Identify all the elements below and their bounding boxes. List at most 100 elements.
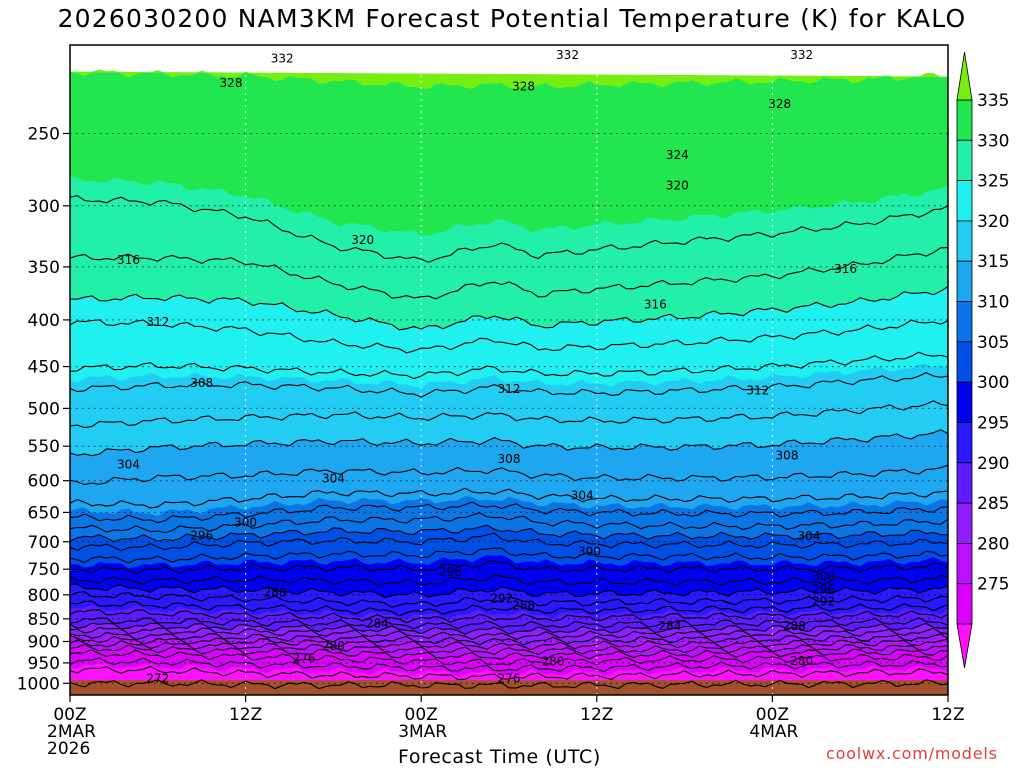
colorbar-box [956, 220, 973, 262]
isotherm-322 [69, 400, 949, 429]
colorbar-label: 290 [977, 454, 1009, 474]
chart-title: 2026030200 NAM3KM Forecast Potential Tem… [57, 4, 967, 33]
contour-label: 308 [498, 452, 521, 466]
contour-label: 304 [798, 529, 821, 543]
isotherm-310 [69, 524, 949, 543]
x-tick-label: 2026 [47, 739, 90, 759]
contour-label: 296 [190, 529, 213, 543]
colorbar-box [956, 99, 973, 141]
contour-label: 304 [322, 472, 345, 486]
contour-label: 300 [234, 516, 257, 530]
colorbar-label: 325 [977, 172, 1009, 192]
contour-label: 288 [783, 619, 806, 633]
contour-label: 292 [490, 592, 513, 606]
isotherm-316 [69, 487, 949, 509]
contour-label: 280 [541, 654, 564, 668]
contour-label: 292 [812, 595, 835, 609]
colorbar-box [956, 341, 973, 383]
isotherm-324 [69, 371, 949, 398]
isotherm-326 [69, 351, 949, 380]
x-tick-label: 3MAR [398, 722, 447, 742]
isotherm-272 [69, 678, 949, 690]
isotherms [69, 195, 949, 690]
contour-label: 280 [322, 639, 345, 653]
x-tick-label: 12Z [580, 705, 613, 725]
contour-label: 304 [117, 458, 140, 472]
contour-label: 332 [271, 52, 294, 66]
x-tick-label: 2MAR [47, 722, 96, 742]
y-tick-label: 400 [28, 311, 60, 331]
isotherm-304 [70, 560, 949, 575]
contour-label: 288 [512, 599, 535, 613]
colorbar-label: 330 [977, 131, 1009, 151]
y-tick-label: 800 [28, 586, 60, 606]
contour-label: 280 [790, 654, 813, 668]
colorbar-box [956, 139, 973, 182]
y-tick-label: 250 [28, 125, 60, 145]
contour-label: 276 [498, 672, 521, 686]
contour-label: 324 [666, 148, 689, 162]
colorbar-label: 305 [977, 333, 1009, 353]
colorbar-box [956, 301, 973, 343]
colorbar-label: 275 [977, 575, 1009, 595]
x-axis-label: Forecast Time (UTC) [398, 746, 601, 768]
contour-label: 272 [146, 672, 169, 686]
colorbar-label: 315 [977, 252, 1009, 272]
contour-labels: 332 332 332 328 328 328 324 320 320 316 316 316 312 3… [117, 48, 857, 686]
colorbar-box [956, 583, 973, 625]
x-tick-label: 4MAR [749, 722, 798, 742]
y-tick-label: 750 [28, 560, 60, 580]
colorbar-label: 280 [977, 534, 1009, 554]
isotherm-298 [69, 591, 949, 608]
x-tick-label: 00Z [756, 705, 789, 725]
y-tick-label: 350 [28, 258, 60, 278]
isotherm-328 [69, 319, 949, 354]
colorbar-box [956, 180, 973, 222]
x-tick-label: 00Z [53, 705, 86, 725]
contour-label: 328 [220, 76, 243, 90]
band-340-undefined [69, 69, 949, 90]
contour-label: 328 [512, 79, 535, 93]
isotherm-292 [69, 617, 949, 630]
isotherm-276 [69, 657, 949, 673]
contour-label: 320 [351, 233, 374, 247]
contour-label: 312 [498, 382, 521, 396]
y-tick-label: 850 [28, 610, 60, 630]
contour-label: 308 [190, 376, 213, 390]
isotherm-334 [69, 195, 949, 263]
contour-label: 316 [644, 298, 667, 312]
contour-label: 332 [556, 48, 579, 62]
isotherm-274 [69, 665, 949, 681]
colorbar-box [956, 381, 973, 423]
y-tick-label: 550 [28, 437, 60, 457]
contour-label: 316 [834, 262, 857, 276]
colorbar-label: 295 [977, 414, 1009, 434]
contour-label: 296 [812, 582, 835, 596]
contour-label: 284 [659, 619, 682, 633]
isotherm-290 [69, 622, 949, 635]
contour-label: 312 [146, 315, 169, 329]
y-tick-label: 300 [28, 197, 60, 217]
isotherm-314 [69, 501, 949, 524]
contour-label: 300 [578, 544, 601, 558]
y-tick-label: 600 [28, 472, 60, 492]
contour-label: 304 [571, 489, 594, 503]
y-axis: 250 300 350 400 450 500 550 600 650 700 750 800 850 9… [17, 125, 70, 694]
colorbar-label: 310 [977, 293, 1009, 313]
isotherm-278 [69, 649, 949, 666]
isotherm-318 [69, 464, 949, 486]
credit-link[interactable]: coolwx.com/models [826, 744, 998, 763]
isotherm-300 [69, 583, 949, 599]
contour-label: 316 [117, 253, 140, 267]
isotherm-312 [69, 512, 949, 534]
isotherm-282 [69, 639, 949, 656]
y-tick-label: 1000 [17, 674, 60, 694]
contour-label: 308 [776, 448, 799, 462]
isotherm-320 [69, 429, 949, 457]
colorbar-box [956, 260, 973, 302]
isotherm-296 [69, 600, 949, 617]
colorbar-box [956, 462, 973, 504]
contour-label: 296 [439, 565, 462, 579]
